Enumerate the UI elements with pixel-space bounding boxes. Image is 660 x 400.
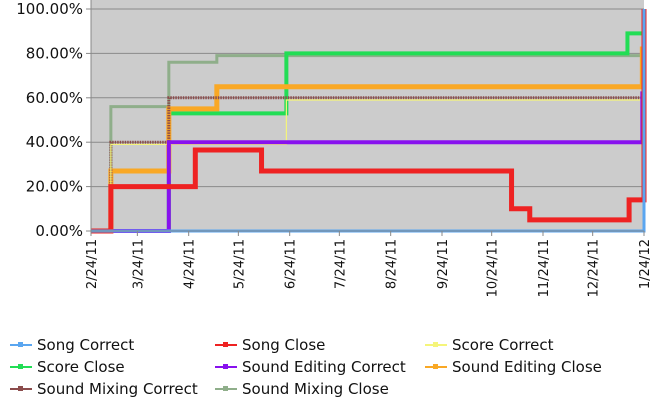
chart: 0.00% 20.00% 40.00% 60.00% 80.00% 100.00% 2/2…: [16, 0, 653, 297]
y-tick-label: 60.00%: [26, 89, 83, 107]
legend-item: Score Close: [10, 357, 125, 377]
x-tick-label: 4/24/11: [183, 239, 198, 289]
y-tick-label: 0.00%: [35, 222, 83, 240]
y-tick-label: 80.00%: [26, 44, 83, 62]
x-tick-label: 3/24/11: [131, 239, 146, 289]
legend-item: Sound Editing Correct: [215, 357, 406, 377]
legend-item: Score Correct: [425, 335, 554, 355]
legend-label: Song Close: [242, 336, 326, 354]
x-tick-label: 8/24/11: [385, 239, 400, 289]
legend-item: Song Close: [215, 335, 325, 355]
x-tick-label: 7/24/11: [333, 239, 348, 289]
legend-label: Sound Mixing Correct: [37, 380, 198, 398]
x-tick-label: 1/24/12: [638, 239, 653, 289]
legend-item: Song Correct: [10, 335, 134, 355]
legend-swatch: [425, 342, 447, 347]
legend-swatch: [10, 364, 32, 369]
x-tick-label: 9/24/11: [436, 239, 451, 289]
series-line-song-close: [91, 9, 647, 234]
legend-swatch: [215, 386, 237, 391]
legend-label: Score Close: [37, 358, 125, 376]
y-tick-label: 40.00%: [26, 133, 83, 151]
legend-item: Sound Mixing Close: [215, 379, 389, 399]
legend-item: Sound Editing Close: [425, 357, 602, 377]
x-axis: 2/24/11 3/24/11 4/24/11 5/24/11 6/24/11 7/24/…: [85, 230, 653, 297]
plot-area: [91, 0, 644, 231]
legend-label: Song Correct: [37, 336, 135, 354]
legend-label: Sound Editing Close: [452, 358, 602, 376]
legend-swatch: [215, 364, 237, 369]
x-tick-label: 2/24/11: [85, 239, 100, 289]
legend-label: Score Correct: [452, 336, 554, 354]
legend-item: Sound Mixing Correct: [10, 379, 198, 399]
x-tick-label: 12/24/11: [587, 239, 602, 297]
legend-swatch: [425, 364, 447, 369]
x-tick-label: 5/24/11: [232, 239, 247, 289]
legend-swatch: [10, 386, 32, 391]
legend-label: Sound Mixing Close: [242, 380, 389, 398]
x-tick-label: 6/24/11: [284, 239, 299, 289]
legend-swatch: [215, 342, 237, 347]
legend-label: Sound Editing Correct: [242, 358, 406, 376]
legend-swatch: [10, 342, 32, 347]
y-axis: 0.00% 20.00% 40.00% 60.00% 80.00% 100.00%: [16, 0, 92, 240]
x-tick-label: 11/24/11: [537, 239, 552, 297]
y-tick-label: 100.00%: [16, 0, 83, 18]
y-tick-label: 20.00%: [26, 178, 83, 196]
x-tick-label: 10/24/11: [486, 239, 501, 297]
